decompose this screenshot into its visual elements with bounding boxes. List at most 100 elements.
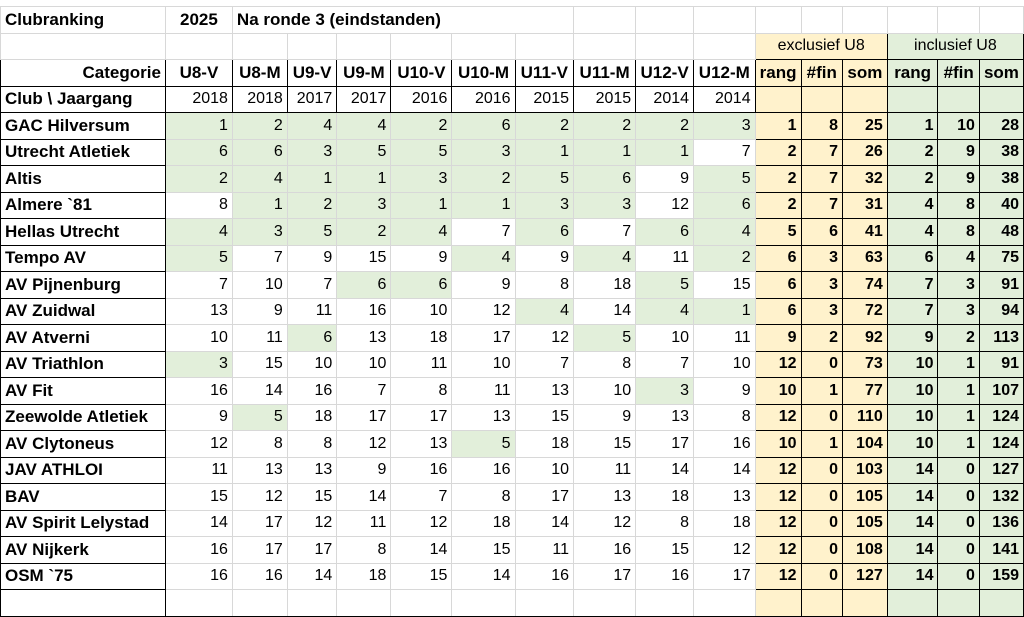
summary-empty	[937, 85, 980, 113]
incl-summary-cell: 141	[978, 536, 1024, 564]
year-cell: 2016	[390, 85, 453, 113]
rank-cell: 13	[390, 430, 453, 458]
rank-cell: 6	[164, 138, 233, 166]
rank-cell: 10	[231, 271, 288, 299]
rank-cell: 15	[693, 271, 756, 299]
incl-summary-cell: 124	[978, 403, 1024, 431]
rank-cell: 2	[572, 112, 637, 140]
excl-summary-cell: 5	[754, 218, 802, 246]
table-row: Almere `81 8 1 2 3 1 1 3 3 12 6 2 7 31 4 8 40	[0, 191, 1024, 219]
rank-cell: 17	[635, 430, 695, 458]
rank-cell: 9	[231, 297, 288, 325]
incl-summary-cell: 10	[886, 377, 939, 405]
table-row: Altis 2 4 1 1 3 2 5 6 9 5 2 7 32 2 9 38	[0, 165, 1024, 193]
rank-cell: 11	[451, 377, 516, 405]
rank-cell: 3	[635, 377, 695, 405]
empty-cell	[164, 589, 233, 617]
category-header: U12-V	[635, 59, 695, 87]
incl-summary-cell: 75	[978, 244, 1024, 272]
rank-cell: 8	[286, 430, 338, 458]
rank-cell: 1	[336, 165, 392, 193]
rank-cell: 7	[286, 271, 338, 299]
excl-summary-cell: 3	[800, 271, 843, 299]
summary-header: som	[978, 59, 1024, 87]
rank-cell: 14	[390, 536, 453, 564]
rank-cell: 16	[164, 536, 233, 564]
category-header: U9-V	[286, 59, 338, 87]
excl-summary-cell: 7	[800, 138, 843, 166]
rank-cell: 12	[635, 191, 695, 219]
rank-cell: 10	[572, 377, 637, 405]
season-year: 2025	[164, 6, 233, 34]
rank-cell: 8	[390, 377, 453, 405]
rank-cell: 3	[572, 191, 637, 219]
rank-cell: 18	[693, 509, 756, 537]
rank-cell: 12	[451, 297, 516, 325]
club-name: Tempo AV	[0, 244, 166, 272]
rank-cell: 1	[390, 191, 453, 219]
rank-cell: 2	[390, 112, 453, 140]
incl-summary-cell: 38	[978, 138, 1024, 166]
table-row: AV Nijkerk 16 17 17 8 14 15 11 16 15 12 12 0 108 14 0 14…	[0, 536, 1024, 564]
excl-summary-cell: 2	[800, 324, 843, 352]
rank-cell: 4	[693, 218, 756, 246]
rank-cell: 9	[693, 377, 756, 405]
rank-cell: 13	[164, 297, 233, 325]
excl-summary-cell: 12	[754, 536, 802, 564]
club-name: GAC Hilversum	[0, 112, 166, 140]
excl-summary-cell: 0	[800, 456, 843, 484]
table-row: OSM `75 16 16 14 18 15 14 16 17 16 17 12 0 127 14 0 159	[0, 562, 1024, 590]
rank-cell: 4	[635, 297, 695, 325]
rank-cell: 8	[572, 350, 637, 378]
table-row: BAV 15 12 15 14 7 8 17 13 18 13 12 0 105 14 0 132	[0, 483, 1024, 511]
rank-cell: 14	[231, 377, 288, 405]
year-cell: 2018	[231, 85, 288, 113]
title-row: Clubranking 2025 Na ronde 3 (eindstanden…	[0, 6, 1024, 34]
empty-row	[0, 589, 1024, 617]
rank-cell: 15	[164, 483, 233, 511]
excl-summary-cell: 7	[800, 191, 843, 219]
incl-summary-cell: 0	[937, 536, 980, 564]
club-name: Almere `81	[0, 191, 166, 219]
rank-cell: 15	[390, 562, 453, 590]
rank-cell: 5	[572, 324, 637, 352]
rank-cell: 10	[164, 324, 233, 352]
incl-summary-cell: 0	[937, 456, 980, 484]
incl-summary-cell: 28	[978, 112, 1024, 140]
incl-summary-cell: 113	[978, 324, 1024, 352]
table-row: AV Triathlon 3 15 10 10 11 10 7 8 7 10 12 0 73 10 1 91	[0, 350, 1024, 378]
excl-summary-cell: 105	[841, 509, 888, 537]
excl-summary-cell: 3	[800, 244, 843, 272]
incl-summary-cell: 127	[978, 456, 1024, 484]
rank-cell: 11	[572, 456, 637, 484]
rank-cell: 4	[514, 297, 575, 325]
rank-cell: 3	[451, 138, 516, 166]
rank-cell: 6	[390, 271, 453, 299]
incl-summary-cell: 91	[978, 350, 1024, 378]
rank-cell: 14	[514, 509, 575, 537]
rank-cell: 7	[390, 483, 453, 511]
incl-summary-cell: 2	[886, 165, 939, 193]
rank-cell: 1	[514, 138, 575, 166]
rank-cell: 7	[572, 218, 637, 246]
empty-cell	[572, 589, 637, 617]
rank-cell: 14	[635, 456, 695, 484]
rank-cell: 6	[514, 218, 575, 246]
incl-summary-cell: 14	[886, 509, 939, 537]
excl-summary-cell: 32	[841, 165, 888, 193]
rank-cell: 1	[693, 297, 756, 325]
incl-summary-cell: 40	[978, 191, 1024, 219]
incl-summary-cell: 14	[886, 536, 939, 564]
rank-cell: 7	[231, 244, 288, 272]
rank-cell: 13	[286, 456, 338, 484]
incl-summary-cell: 38	[978, 165, 1024, 193]
rank-cell: 9	[635, 165, 695, 193]
incl-summary-cell: 14	[886, 456, 939, 484]
group-inclusief-u8: inclusief U8	[886, 32, 1024, 60]
rank-cell: 8	[164, 191, 233, 219]
excl-summary-cell: 12	[754, 483, 802, 511]
rank-cell: 9	[451, 271, 516, 299]
rank-cell: 2	[451, 165, 516, 193]
incl-summary-cell: 3	[937, 271, 980, 299]
excl-summary-cell: 12	[754, 350, 802, 378]
